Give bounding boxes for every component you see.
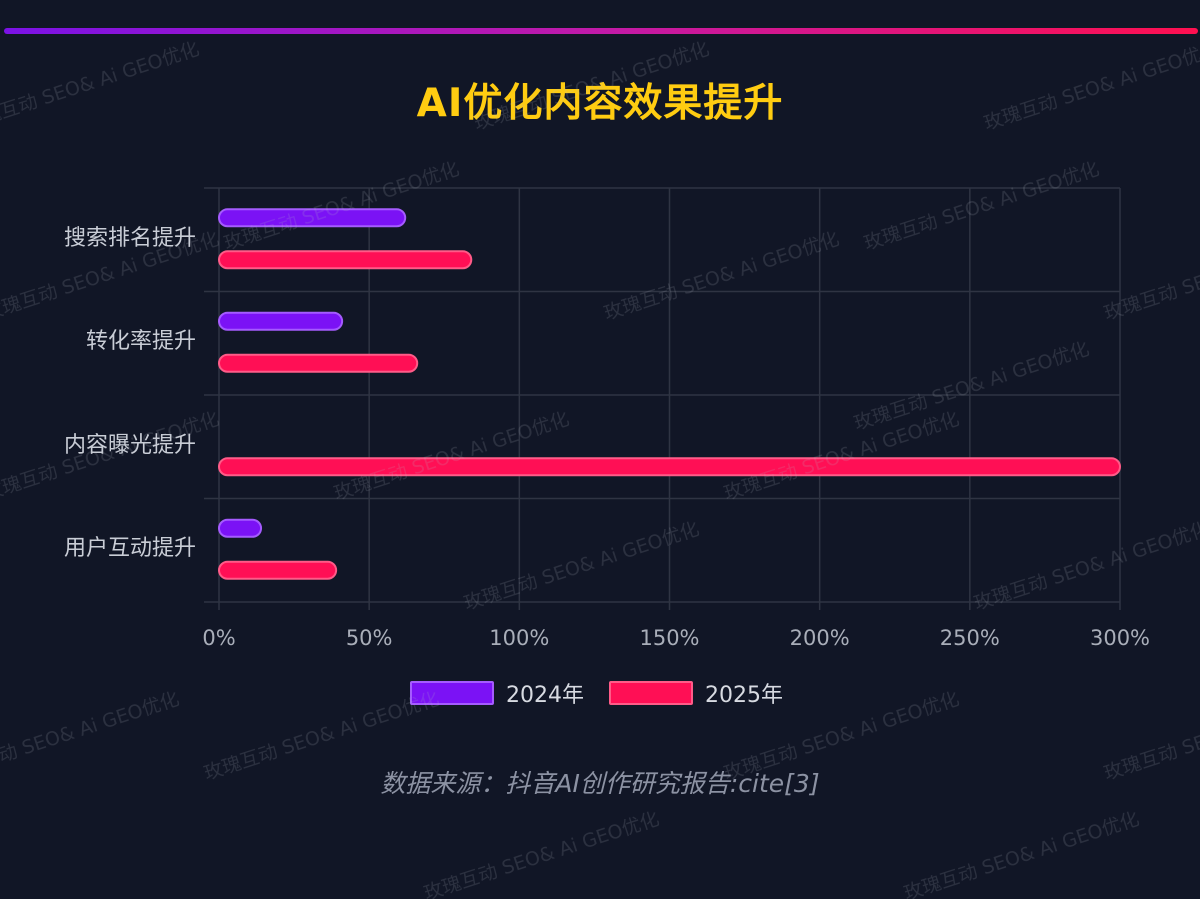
category-label: 用户互动提升	[63, 536, 196, 562]
x-tick-label: 200%	[789, 626, 850, 650]
bar-2025	[218, 353, 419, 373]
legend-swatch-2025	[609, 681, 693, 705]
top-gradient-bar	[4, 28, 1198, 34]
category-label: 转化率提升	[85, 329, 196, 355]
bar-2025	[218, 560, 338, 580]
legend-item-2024[interactable]: 2024年	[410, 678, 584, 708]
bar-2024	[218, 518, 263, 538]
chart-title: AI优化内容效果提升	[416, 81, 784, 126]
bar-2025	[218, 457, 1121, 477]
bar-2024	[218, 311, 344, 331]
legend-label-2024: 2024年	[506, 683, 584, 708]
x-tick-label: 100%	[489, 626, 550, 650]
data-source-note: 数据来源：抖音AI创作研究报告:cite[3]	[380, 769, 820, 798]
category-label: 内容曝光提升	[63, 432, 196, 458]
legend-swatch-2024	[410, 681, 494, 705]
bar-2025	[218, 250, 473, 270]
x-tick-label: 0%	[202, 626, 236, 650]
bar-2024	[218, 208, 407, 228]
x-tick-label: 300%	[1089, 626, 1151, 650]
x-tick-label: 50%	[345, 626, 393, 650]
x-tick-label: 250%	[939, 626, 1000, 650]
legend-item-2025[interactable]: 2025年	[609, 678, 783, 708]
x-tick-label: 150%	[639, 626, 700, 650]
legend-label-2025: 2025年	[705, 683, 783, 708]
category-label: 搜索排名提升	[63, 225, 196, 251]
